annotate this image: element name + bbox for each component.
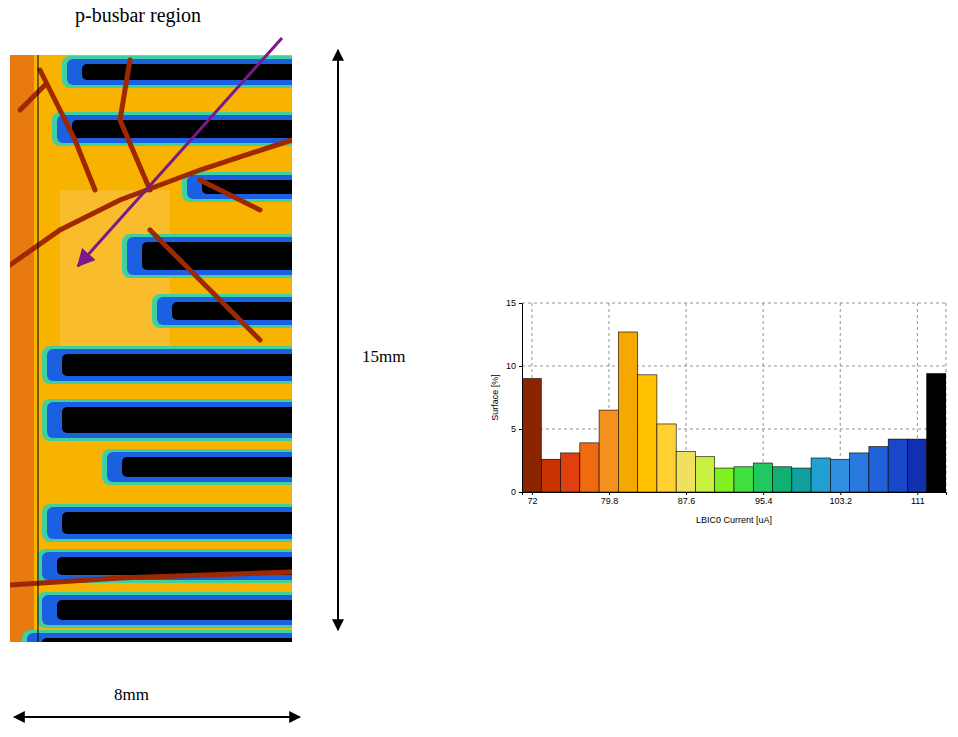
- tick: 87.6: [678, 492, 696, 506]
- bar: [734, 467, 753, 492]
- tick-mark: [609, 492, 610, 495]
- dark-line: [20, 85, 45, 110]
- grid-line: [522, 303, 946, 304]
- finger-core: [82, 64, 292, 80]
- finger-core: [72, 120, 292, 138]
- grid-line: [522, 366, 946, 367]
- grid-line: [522, 429, 946, 430]
- tick-label: 0: [511, 487, 516, 497]
- tick-label: 111: [911, 496, 925, 506]
- axis-line: [519, 304, 523, 493]
- grid: [522, 303, 946, 492]
- tick-mark: [917, 492, 918, 495]
- tick-mark: [519, 303, 522, 304]
- bar: [773, 467, 792, 492]
- bar: [888, 439, 907, 492]
- bar: [522, 379, 541, 492]
- dark-line: [120, 60, 150, 190]
- bar: [792, 468, 811, 492]
- tick: 103.2: [829, 492, 852, 506]
- bar: [618, 332, 637, 492]
- tick-label: 79.8: [601, 496, 619, 506]
- bar: [869, 447, 888, 492]
- bar: [927, 374, 946, 492]
- bar: [561, 453, 580, 492]
- bar: [541, 459, 560, 492]
- bar: [599, 410, 618, 492]
- width-arrow: [14, 716, 300, 718]
- bar: [695, 457, 714, 492]
- bar: [676, 452, 695, 492]
- dark-line: [10, 140, 292, 265]
- dark-line: [10, 572, 292, 585]
- axis-line: [523, 493, 947, 496]
- axis-title: LBIC0 Current [uA]: [696, 515, 772, 525]
- dark-line: [200, 180, 260, 210]
- tick-label: 87.6: [678, 496, 696, 506]
- tick-label: 5: [511, 424, 516, 434]
- bar: [715, 468, 734, 492]
- height-arrow: [337, 50, 339, 630]
- finger-core: [42, 638, 292, 642]
- finger-blue: [42, 595, 292, 625]
- bars: [522, 332, 946, 492]
- dimension-label: 15mm: [362, 347, 405, 366]
- bar: [753, 463, 772, 492]
- tick-mark: [532, 492, 533, 495]
- bar: [638, 375, 657, 492]
- figure: p-busbar region 15mm 8mm 72 79.8 87.6 95.4 103.…: [0, 0, 958, 737]
- finger-core: [62, 407, 292, 433]
- finger-blue: [47, 402, 292, 438]
- tick: 15: [506, 298, 522, 308]
- tick-label: 72: [527, 496, 537, 506]
- dark-line: [40, 70, 95, 190]
- finger-blue: [127, 237, 292, 275]
- dark-line: [150, 230, 260, 340]
- tick-label: 10: [506, 361, 516, 371]
- tick-mark: [519, 366, 522, 367]
- tick: 111: [911, 492, 925, 506]
- tick-label: 15: [506, 298, 516, 308]
- bar: [811, 458, 830, 492]
- bar: [907, 439, 926, 492]
- bar: [657, 424, 676, 492]
- annotation: p-busbar region: [75, 4, 201, 27]
- tick: 5: [511, 424, 522, 434]
- finger-blue: [27, 633, 292, 642]
- tick: 72: [527, 492, 537, 506]
- map-edge: [10, 55, 34, 642]
- histogram: 72 79.8 87.6 95.4 103.2 111 0 5 10 15 LBIC0 Curren…: [490, 298, 947, 525]
- tick: 95.4: [755, 492, 773, 506]
- bar: [580, 443, 599, 492]
- bar: [850, 453, 869, 492]
- x-axis: 72 79.8 87.6 95.4 103.2 111: [523, 492, 947, 506]
- tick: 10: [506, 361, 522, 371]
- tick-mark: [686, 492, 687, 495]
- annotation-arrow: [78, 38, 282, 266]
- tick-mark: [840, 492, 841, 495]
- finger-core: [62, 512, 292, 534]
- lbic-map: [10, 55, 292, 642]
- finger-blue: [47, 349, 292, 381]
- tick: 0: [511, 487, 522, 497]
- bar: [830, 459, 849, 492]
- dimension-label: 8mm: [114, 685, 149, 704]
- y-axis: 0 5 10 15: [506, 298, 523, 497]
- finger-core: [62, 354, 292, 376]
- finger-blue: [47, 507, 292, 539]
- finger-blue: [107, 452, 292, 482]
- tick-mark: [763, 492, 764, 495]
- tick-label: 103.2: [829, 496, 852, 506]
- finger-core: [57, 600, 292, 620]
- tick: 79.8: [601, 492, 619, 506]
- finger-blue: [57, 115, 292, 143]
- map-line: [38, 55, 39, 642]
- axis-title: Surface [%]: [490, 374, 500, 421]
- finger-core: [122, 457, 292, 477]
- tick-label: 95.4: [755, 496, 773, 506]
- tick-mark: [519, 492, 522, 493]
- tick-mark: [519, 429, 522, 430]
